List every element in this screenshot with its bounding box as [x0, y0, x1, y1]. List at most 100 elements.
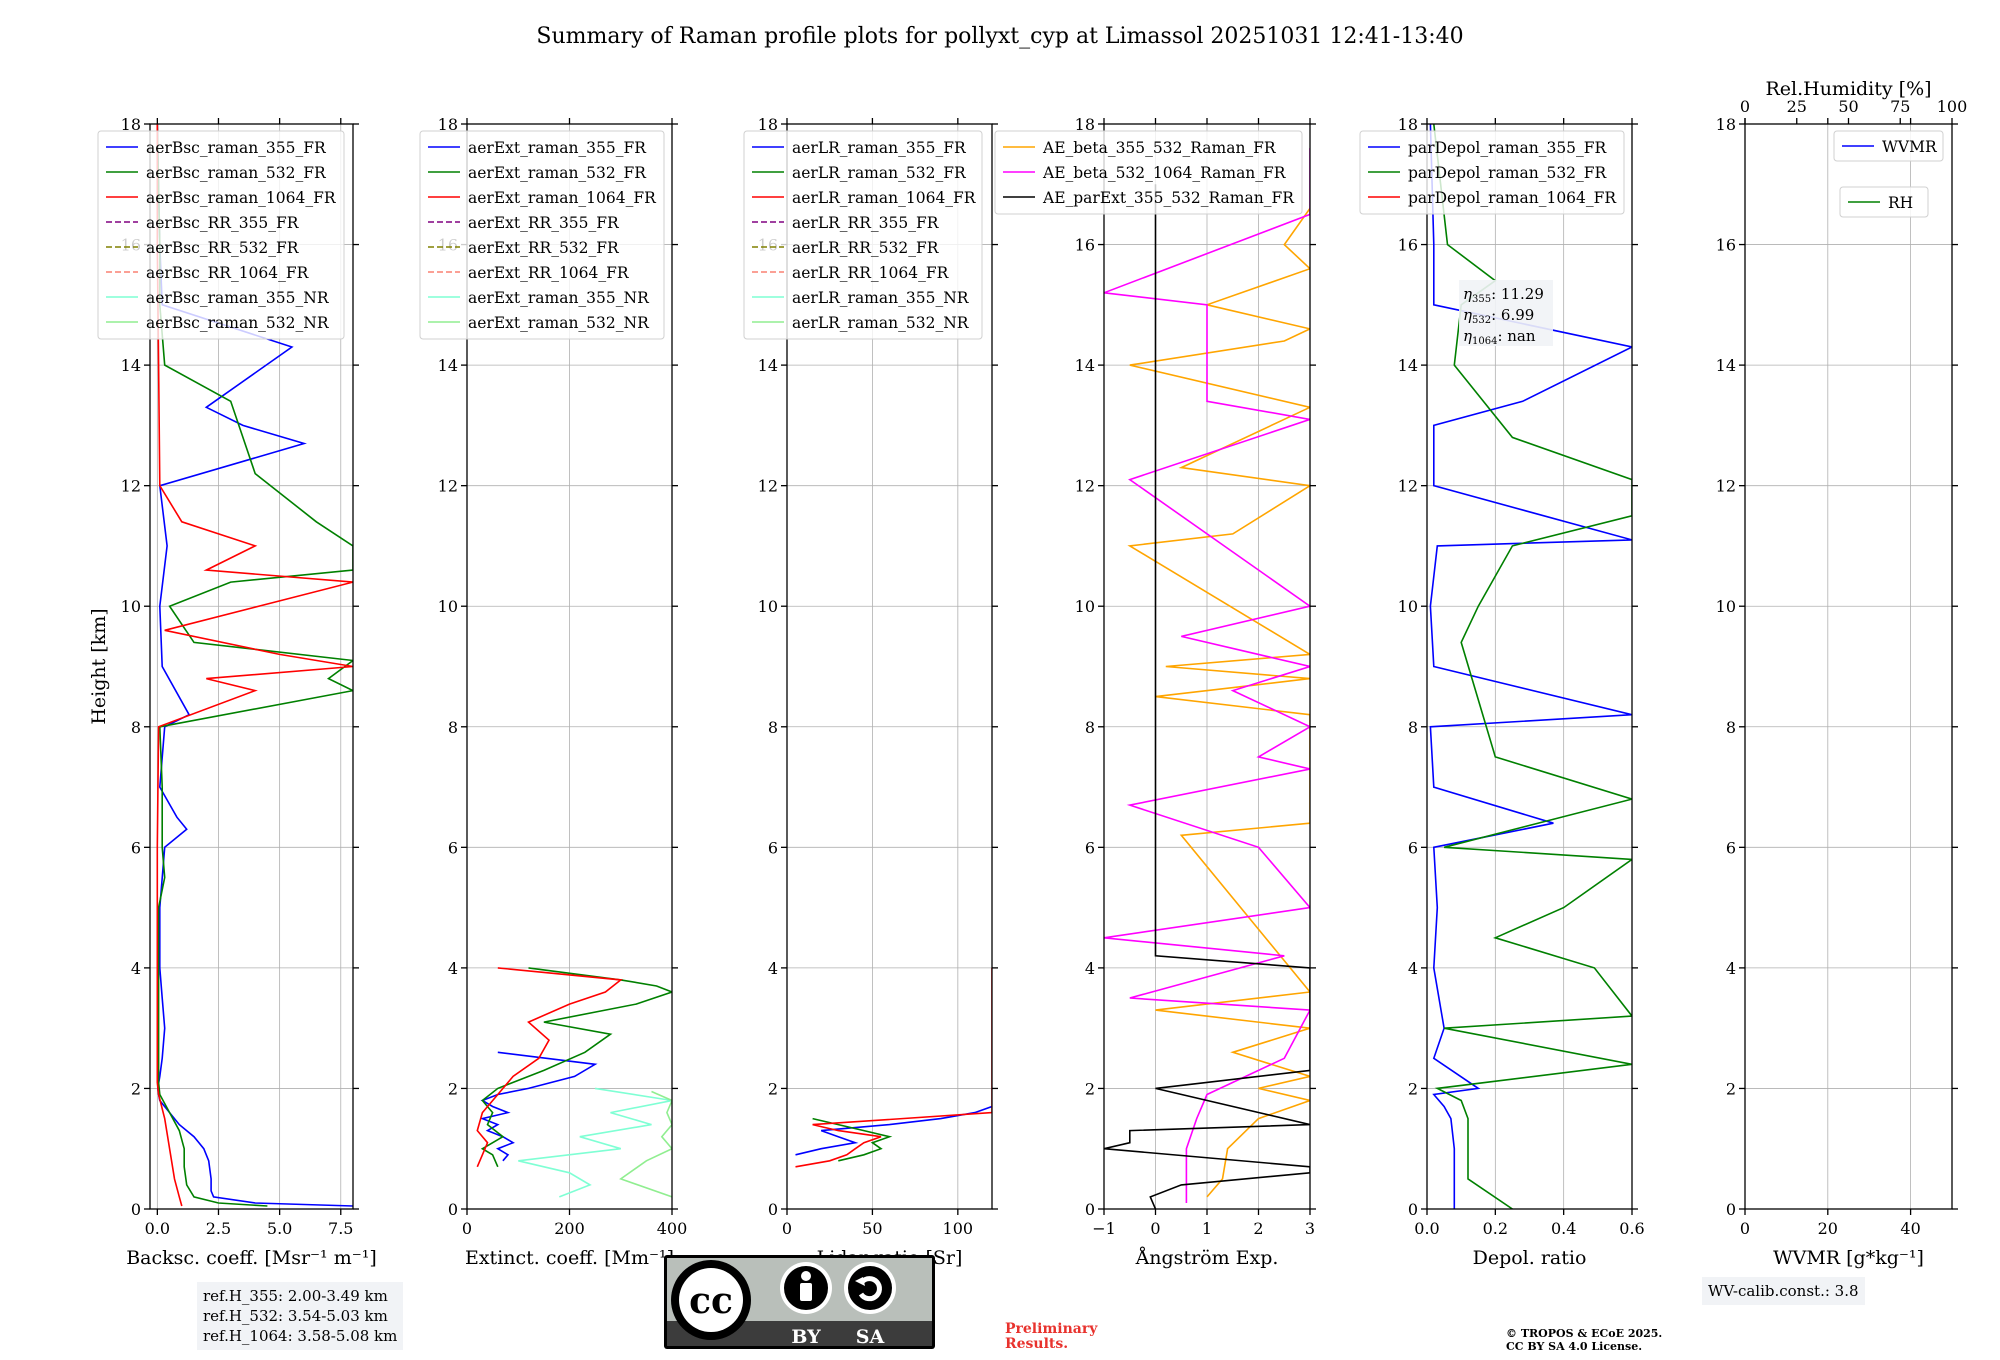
x-axis-label: WVMR [g*kg⁻¹]	[1773, 1247, 1924, 1269]
series-aerExt_raman_532_FR	[480, 967, 672, 1168]
xtick-label: 5.0	[267, 1219, 292, 1238]
preliminary-line-1: Preliminary	[1005, 1321, 1098, 1337]
ytick-label: 18	[121, 115, 141, 134]
xtick-label: 100	[943, 1219, 974, 1238]
xtick-label: 0.0	[1414, 1219, 1439, 1238]
xtick-label: 200	[554, 1219, 585, 1238]
series-group-lr	[795, 967, 992, 1168]
ytick-label: 0	[1408, 1200, 1418, 1219]
series-group-ae	[1104, 148, 1310, 1209]
wv-calib-text: WV-calib.const.: 3.8	[1708, 1282, 1859, 1300]
series-aerLR_raman_1064_FR	[795, 967, 992, 1168]
ytick-label: 12	[758, 477, 778, 496]
xtick-label: 400	[657, 1219, 688, 1238]
ytick-label: 8	[1726, 718, 1736, 737]
ytick-label: 18	[758, 115, 778, 134]
legend-label: aerLR_raman_532_FR	[792, 164, 967, 182]
y-axis-label: Height [km]	[88, 608, 110, 724]
legend-label: aerBsc_raman_355_FR	[146, 139, 327, 157]
xtick-label: 1	[1202, 1219, 1212, 1238]
ytick-label: 2	[131, 1079, 141, 1098]
ytick-label: 10	[758, 597, 778, 616]
series-AE_beta_532_1064_Raman_FR	[1104, 148, 1310, 1203]
legend-label: aerExt_RR_1064_FR	[468, 264, 630, 282]
series-parDepol_raman_532_FR	[1433, 124, 1632, 1209]
legend-label: AE_parExt_355_532_Raman_FR	[1042, 189, 1295, 207]
ytick-label: 2	[1408, 1079, 1418, 1098]
ytick-label: 14	[1075, 356, 1095, 375]
axes-frame	[1744, 123, 1953, 1210]
ytick-label: 0	[1726, 1200, 1736, 1219]
legend-lr: aerLR_raman_355_FR aerLR_raman_532_FR aerL…	[743, 130, 983, 340]
series-group-dep	[1429, 124, 1632, 1209]
eta-532: η532: 6.99	[1463, 306, 1534, 326]
ytick-label: 18	[1075, 115, 1095, 134]
ytick-label: 14	[1398, 356, 1418, 375]
ytick-label: 4	[131, 959, 141, 978]
ytick-label: 16	[1716, 236, 1736, 255]
xtick-label: 20	[1818, 1219, 1838, 1238]
legend-label: aerBsc_RR_355_FR	[146, 214, 300, 232]
series-aerLR_raman_355_FR	[795, 1105, 992, 1156]
ytick-label: 0	[768, 1200, 778, 1219]
legend-label: aerLR_RR_355_FR	[792, 214, 940, 232]
series-AE_parExt_355_532_Raman_FR	[1104, 184, 1310, 1209]
legend-bsc: aerBsc_raman_355_FR aerBsc_raman_532_FRae…	[97, 130, 345, 340]
legend-label: aerBsc_RR_1064_FR	[146, 264, 310, 282]
eta-subscript: 532	[1472, 315, 1491, 326]
legend-label: aerExt_raman_355_FR	[468, 139, 647, 157]
ref-height-1064: ref.H_1064: 3.58-5.08 km	[203, 1327, 398, 1345]
ytick-label: 8	[448, 718, 458, 737]
xtick-label: 0	[1740, 1219, 1750, 1238]
ytick-label: 6	[1085, 838, 1095, 857]
legend-label: aerBsc_raman_355_NR	[146, 289, 330, 307]
legend-dep: parDepol_raman_355_FR parDepol_raman_532_…	[1359, 130, 1625, 215]
eta-subscript: 355	[1472, 294, 1491, 305]
legend-label: aerExt_RR_355_FR	[468, 214, 620, 232]
legend-ext: aerExt_raman_355_FR aerExt_raman_532_FRae…	[419, 130, 665, 340]
series-aerBsc_raman_532_FR	[156, 124, 353, 1207]
eta-value: : 11.29	[1491, 285, 1544, 303]
legend-label: aerLR_raman_355_NR	[792, 289, 970, 307]
ytick-label: 18	[438, 115, 458, 134]
ytick-label: 14	[1716, 356, 1736, 375]
by-label: BY	[791, 1326, 821, 1348]
eta-value: : nan	[1497, 327, 1535, 345]
panel-dep: 0 2 4 6 8 10 12 14 16 18 0.0 0.2 0.4 0.6 Depol. ratio p…	[1359, 115, 1645, 1269]
top-axis-label: Rel.Humidity [%]	[1765, 78, 1931, 100]
legend-label: WVMR	[1882, 138, 1938, 156]
xtick-label: 0.2	[1483, 1219, 1508, 1238]
series-aerExt_raman_532_NR	[619, 1090, 672, 1198]
ytick-label: 4	[1726, 959, 1736, 978]
ytick-label: 6	[1408, 838, 1418, 857]
x-axis-label: Ångström Exp.	[1135, 1247, 1279, 1269]
axes-frame	[786, 123, 993, 1210]
xtick-label: 2.5	[206, 1219, 231, 1238]
xtick-label: 0.4	[1551, 1219, 1576, 1238]
ytick-label: 4	[768, 959, 778, 978]
ytick-label: 18	[1398, 115, 1418, 134]
legend-label: aerExt_raman_532_FR	[468, 164, 647, 182]
xtick-label: 7.5	[328, 1219, 353, 1238]
xtick-label: 0	[462, 1219, 472, 1238]
top-xtick-label: 25	[1787, 97, 1807, 116]
eta-symbol: η	[1463, 285, 1472, 303]
legend-label: parDepol_raman_1064_FR	[1408, 189, 1617, 207]
legend-label: aerExt_raman_532_NR	[468, 314, 650, 332]
ytick-label: 0	[448, 1200, 458, 1219]
ytick-label: 14	[121, 356, 141, 375]
eta-subscript: 1064	[1472, 336, 1497, 347]
ytick-label: 2	[448, 1079, 458, 1098]
legend-box	[1833, 130, 1944, 162]
ytick-label: 0	[131, 1200, 141, 1219]
legend-label: aerLR_raman_1064_FR	[792, 189, 977, 207]
legend-label: AE_beta_355_532_Raman_FR	[1042, 139, 1277, 157]
by-body	[800, 1283, 812, 1301]
by-head	[801, 1271, 811, 1281]
x-axis-label: Extinct. coeff. [Mm⁻¹]	[465, 1247, 674, 1269]
legend-label: RH	[1888, 194, 1913, 212]
ytick-label: 12	[121, 477, 141, 496]
